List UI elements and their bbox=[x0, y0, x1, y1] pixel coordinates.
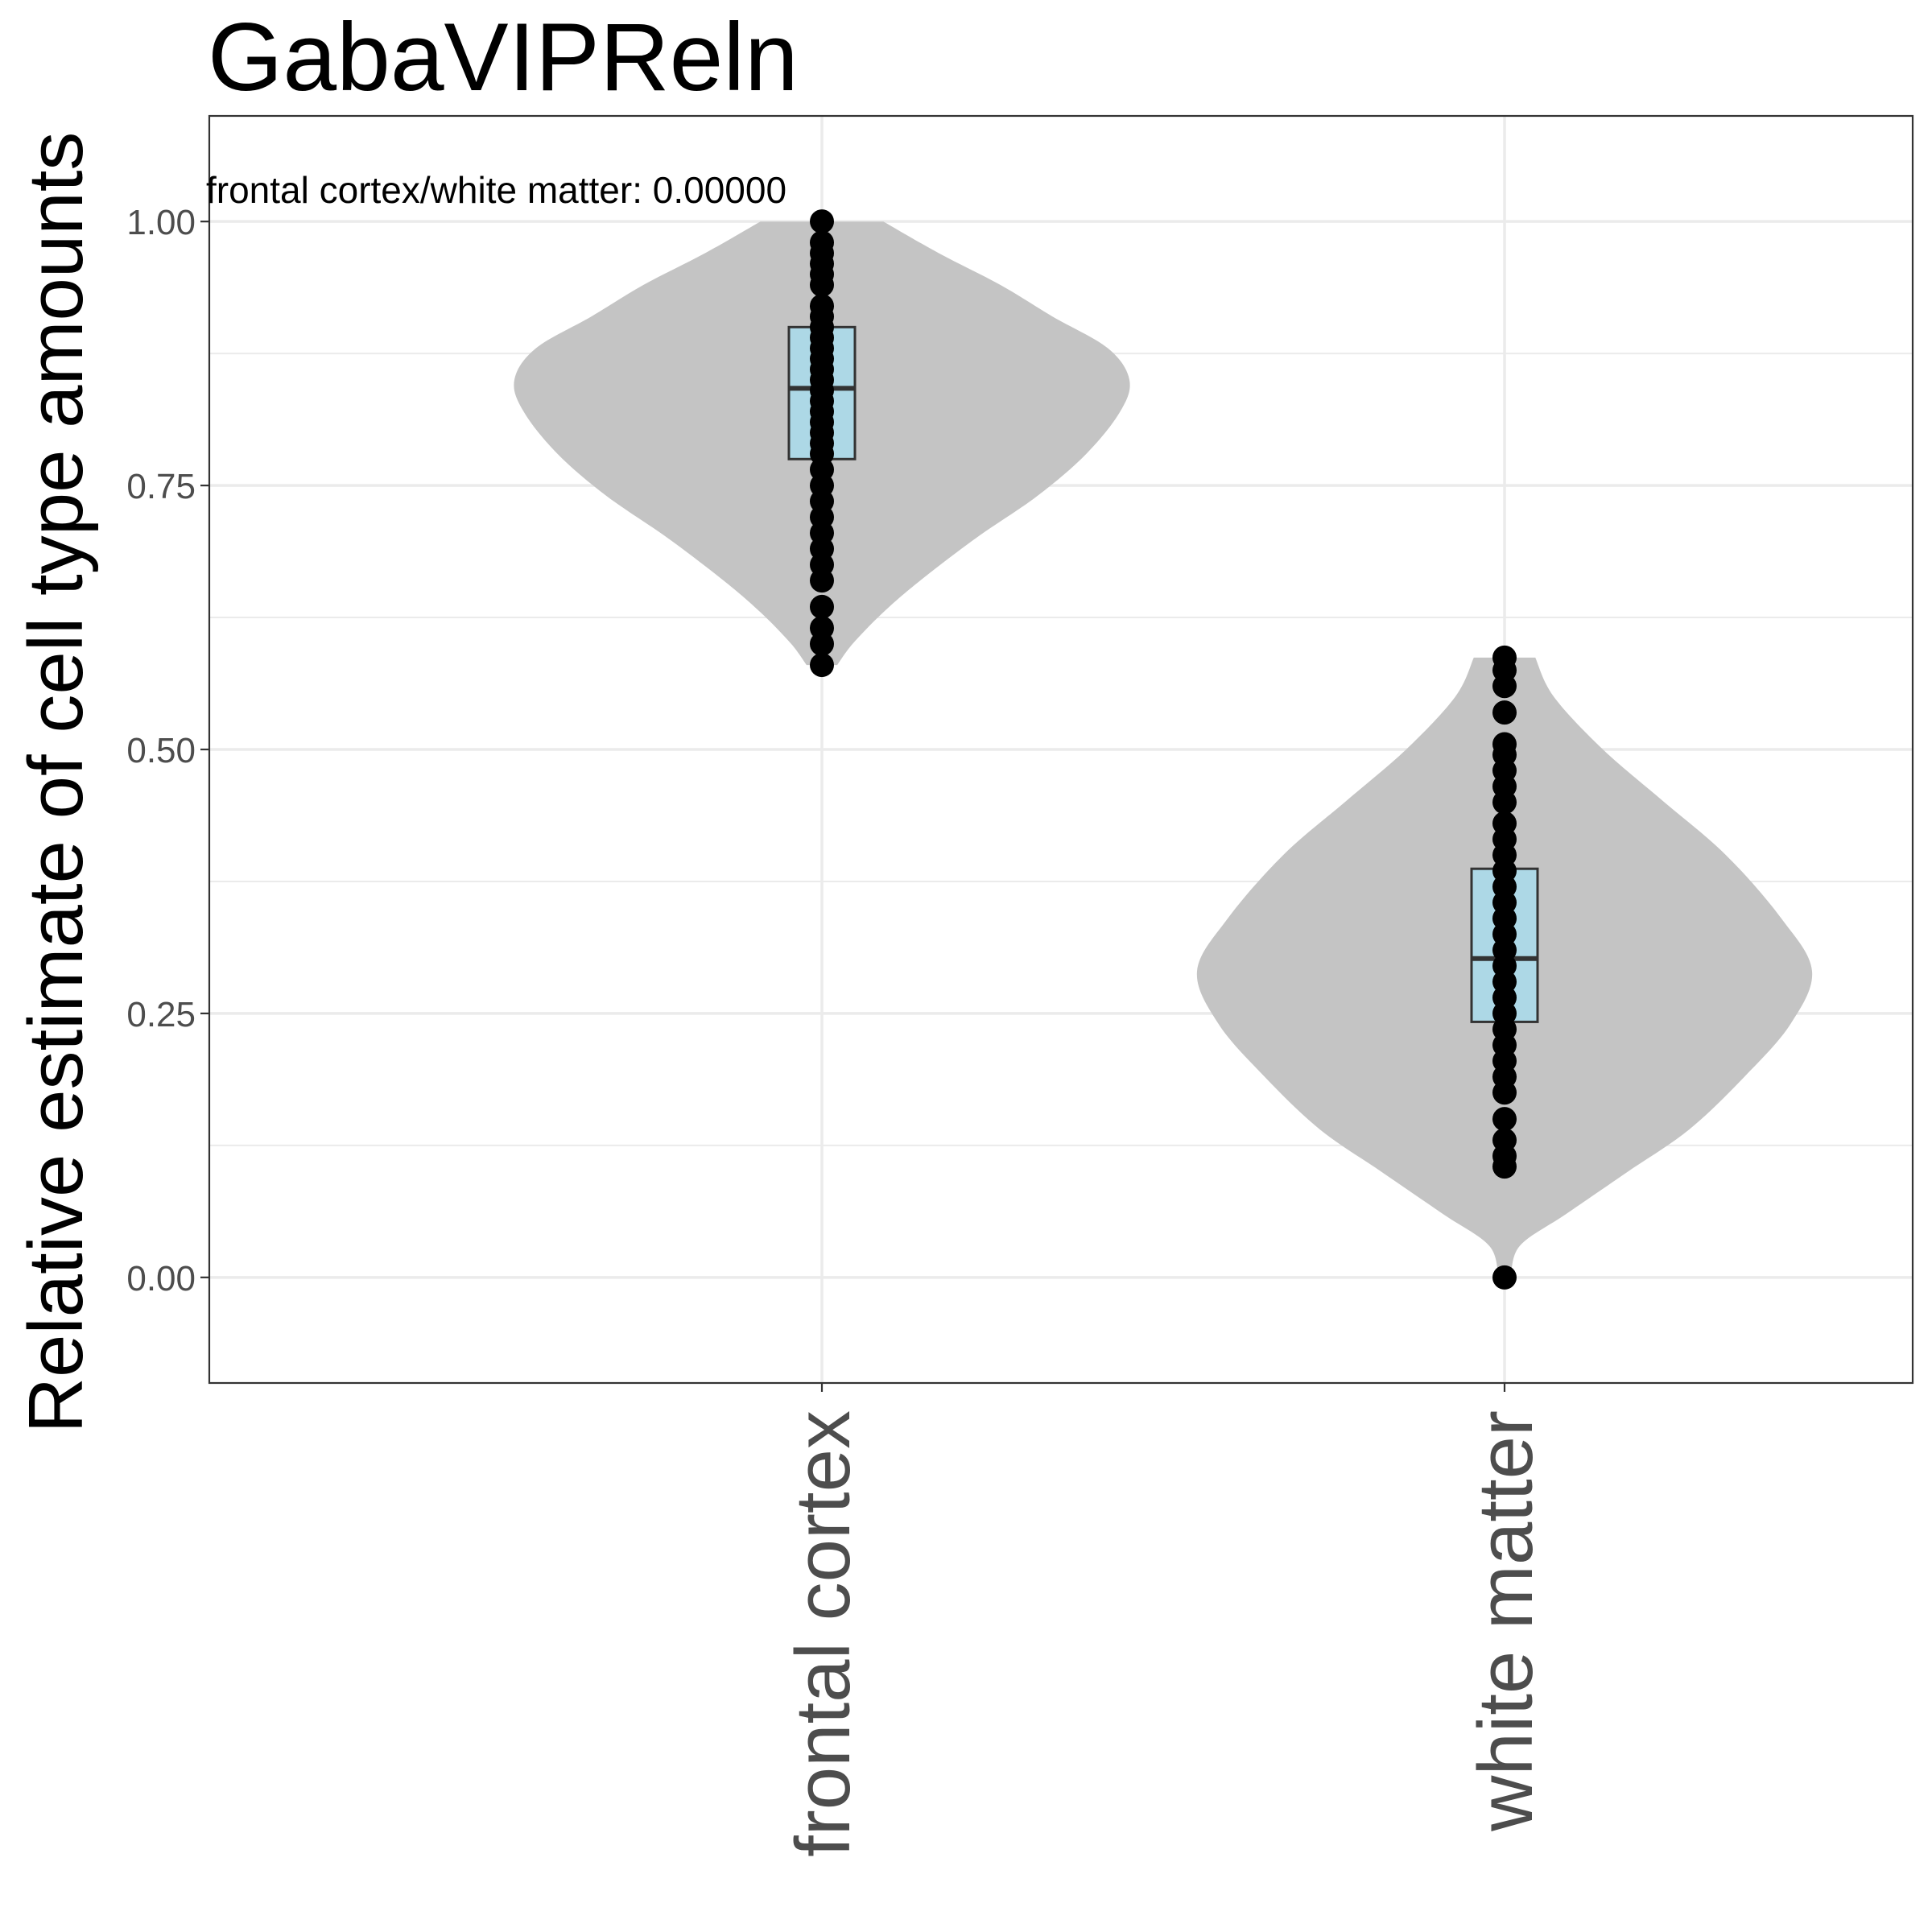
x-axis: frontal cortex white matter bbox=[780, 1383, 1549, 1857]
data-point bbox=[810, 616, 834, 641]
chart-title: GabaVIPReln bbox=[208, 3, 799, 111]
data-point bbox=[810, 294, 834, 319]
data-point bbox=[810, 653, 834, 678]
data-point bbox=[1492, 700, 1517, 725]
data-point bbox=[1492, 811, 1517, 836]
data-point bbox=[810, 209, 834, 234]
data-point bbox=[810, 230, 834, 255]
y-tick-label: 0.50 bbox=[126, 731, 196, 770]
p-value-annotation: frontal cortex/white matter: 0.00000 bbox=[206, 169, 786, 211]
data-point bbox=[1492, 1128, 1517, 1153]
data-point bbox=[1492, 645, 1517, 670]
y-axis: 0.00 0.25 0.50 0.75 1.00 bbox=[126, 203, 209, 1298]
data-points bbox=[810, 209, 1517, 1290]
data-point bbox=[1492, 732, 1517, 757]
data-point bbox=[1492, 1265, 1517, 1290]
y-tick-label: 0.25 bbox=[126, 995, 196, 1034]
x-tick-label: white matter bbox=[1463, 1410, 1549, 1832]
data-point bbox=[1492, 1107, 1517, 1132]
y-axis-label: Relative estimate of cell type amounts bbox=[13, 132, 99, 1434]
y-tick-label: 1.00 bbox=[126, 203, 196, 242]
data-point bbox=[810, 594, 834, 619]
x-tick-label: frontal cortex bbox=[780, 1410, 866, 1857]
y-tick-label: 0.75 bbox=[126, 467, 196, 506]
y-tick-label: 0.00 bbox=[126, 1259, 196, 1298]
